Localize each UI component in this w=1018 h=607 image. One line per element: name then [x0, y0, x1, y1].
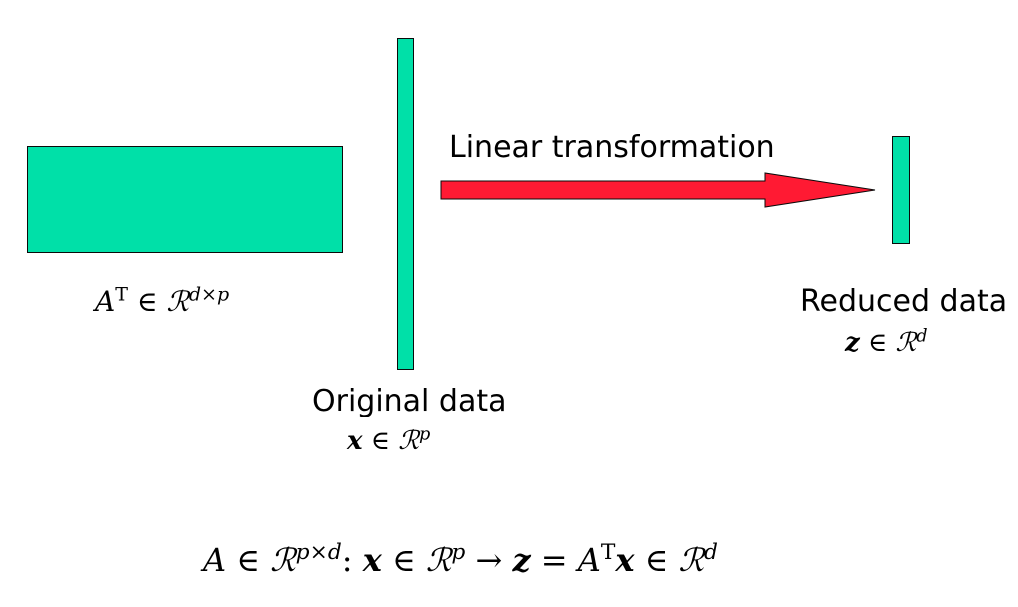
matrix-block	[27, 146, 343, 253]
transformation-label: Linear transformation	[449, 130, 775, 165]
space-symbol: ℛ	[270, 541, 296, 579]
equals-sign: =	[540, 541, 568, 579]
z-dim: d	[704, 540, 718, 566]
transpose-sup: T	[115, 283, 128, 306]
original-data-label: Original data	[312, 387, 507, 417]
element-of: ∈	[644, 541, 669, 579]
x-vector: x	[362, 541, 382, 579]
space-symbol: ℛ	[895, 328, 917, 358]
reduced-formula: z ∈ ℛd	[845, 327, 928, 358]
map-dims: p×d	[295, 540, 342, 566]
arrow-shape	[440, 172, 876, 208]
colon: :	[341, 541, 353, 579]
matrix-symbol: A	[95, 285, 116, 318]
x-dim: p	[451, 540, 466, 566]
reduced-data-label: Reduced data	[800, 287, 1008, 317]
transpose-sup: T	[600, 540, 616, 566]
space-symbol: ℛ	[425, 541, 452, 579]
element-of: ∈	[868, 328, 888, 358]
reduced-dim: d	[916, 326, 928, 347]
space-symbol: ℛ	[166, 285, 189, 318]
space-symbol: ℛ	[398, 426, 420, 456]
element-of: ∈	[391, 541, 416, 579]
matrix-formula: AT ∈ ℛd×p	[95, 285, 229, 318]
matrix-symbol: A	[577, 541, 601, 579]
mapping-formula: A ∈ ℛp×d: x ∈ ℛp → z = ATx ∈ ℛd	[203, 541, 718, 579]
original-dim: p	[419, 424, 431, 445]
element-of: ∈	[136, 285, 158, 318]
matrix-symbol: A	[203, 541, 227, 579]
element-of: ∈	[236, 541, 260, 579]
x-vector: x	[347, 426, 363, 456]
maps-to-arrow: →	[475, 541, 503, 579]
z-vector: z	[845, 328, 860, 358]
transformation-arrow	[440, 172, 876, 208]
original-data-vector	[397, 38, 414, 370]
reduced-data-vector	[892, 136, 910, 244]
matrix-dims: d×p	[188, 283, 230, 306]
element-of: ∈	[370, 426, 391, 456]
z-vector: z	[512, 541, 531, 579]
original-formula: x ∈ ℛp	[347, 425, 430, 456]
x-vector: x	[615, 541, 635, 579]
space-symbol: ℛ	[678, 541, 705, 579]
